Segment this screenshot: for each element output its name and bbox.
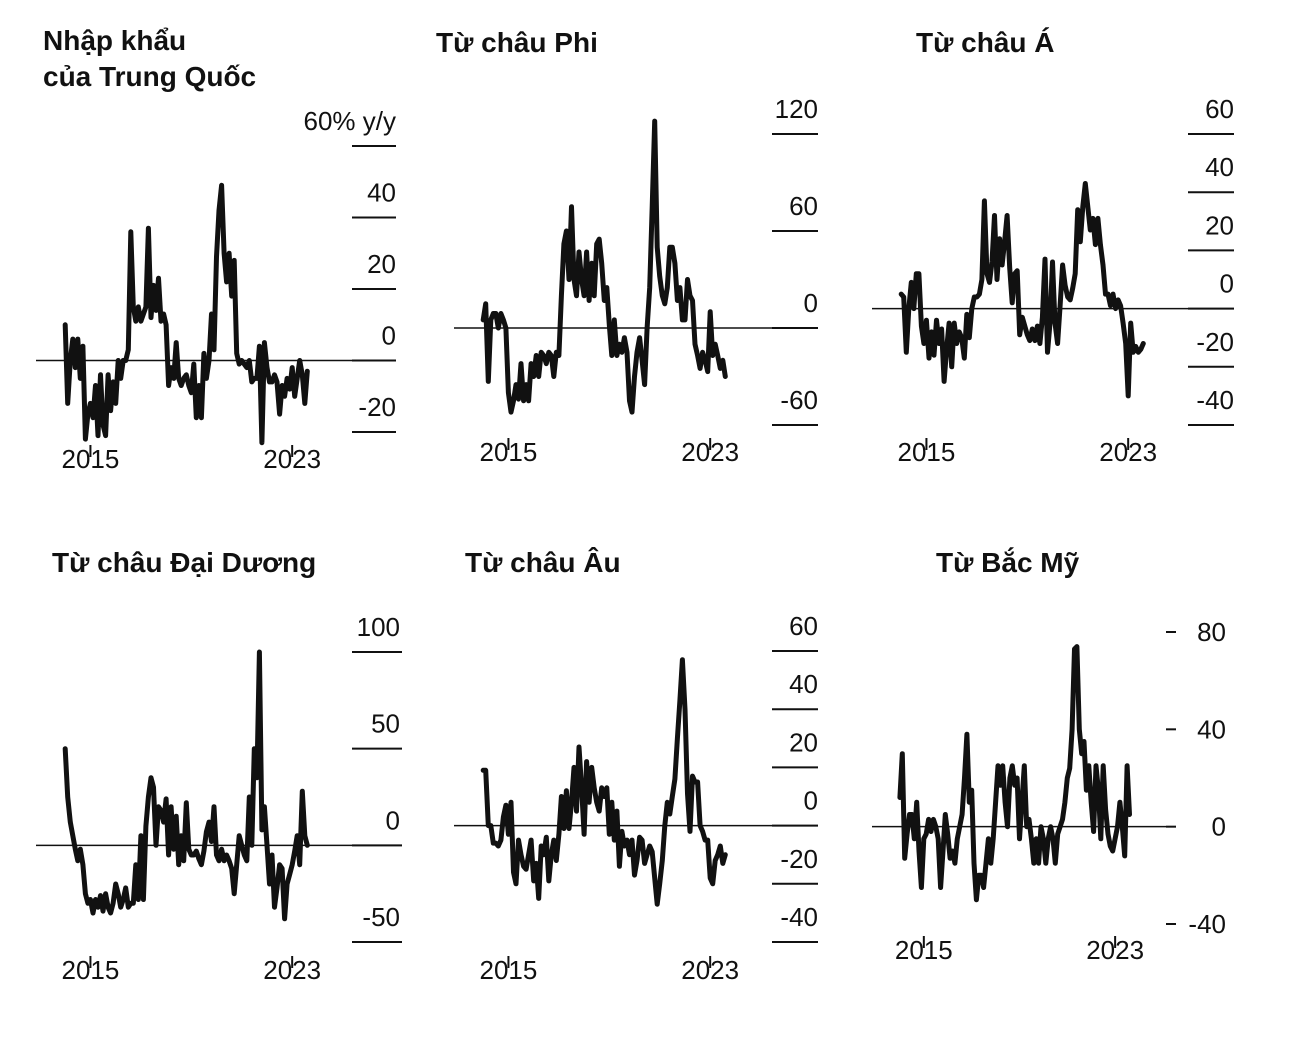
chart-title-line: Nhập khẩu <box>43 25 186 56</box>
y-tick-label: 0 <box>1212 812 1226 842</box>
y-tick-label: 50 <box>371 709 400 739</box>
chart-svg-africa: Từ châu Phi 120 60 0 -60 2015 2023 <box>436 27 818 467</box>
y-tick-label: 0 <box>804 288 818 318</box>
x-tick-label: 2023 <box>1086 935 1144 965</box>
series-line <box>480 657 728 907</box>
chart-panel-asia: Từ châu Á 60 40 20 0 -20 -40 2015 2023 <box>836 0 1256 510</box>
series-line <box>897 644 1132 903</box>
chart-svg-north-america: Từ Bắc Mỹ 80 40 0 -40 2015 2023 <box>872 547 1226 965</box>
y-tick-label: 60 <box>789 191 818 221</box>
x-tick-label: 2015 <box>480 437 538 467</box>
chart-title-line: của Trung Quốc <box>43 61 256 92</box>
x-tick-label: 2023 <box>681 955 739 985</box>
y-tick-label: -40 <box>1188 909 1226 939</box>
chart-title-line: Từ châu Á <box>916 27 1055 58</box>
y-tick-label: -60 <box>780 385 818 415</box>
chart-svg-europe: Từ châu Âu 60 40 20 0 -20 -40 2015 2023 <box>454 547 818 985</box>
y-tick-label: -40 <box>1196 385 1234 415</box>
y-tick-label: 20 <box>789 727 818 757</box>
x-tick-label: 2023 <box>263 955 321 985</box>
y-tick-label: 0 <box>804 786 818 816</box>
x-tick-label: 2015 <box>895 935 953 965</box>
y-tick-label: 0 <box>1220 269 1234 299</box>
x-tick-label: 2023 <box>1099 437 1157 467</box>
y-tick-label: 100 <box>357 612 400 642</box>
series-line <box>62 649 310 922</box>
series-line <box>480 118 728 415</box>
y-tick-label: 40 <box>367 178 396 208</box>
x-tick-label: 2015 <box>480 955 538 985</box>
chart-panel-europe: Từ châu Âu 60 40 20 0 -20 -40 2015 2023 <box>418 520 838 1030</box>
chart-title-line: Từ Bắc Mỹ <box>936 547 1080 578</box>
chart-title-line: Từ châu Âu <box>465 547 621 578</box>
y-tick-label: 0 <box>386 805 400 835</box>
series-line <box>62 182 310 446</box>
chart-panel-africa: Từ châu Phi 120 60 0 -60 2015 2023 <box>418 0 838 510</box>
chart-panel-north-america: Từ Bắc Mỹ 80 40 0 -40 2015 2023 <box>836 520 1256 1030</box>
x-tick-label: 2023 <box>263 444 321 474</box>
x-tick-label: 2015 <box>62 444 120 474</box>
y-tick-label: -20 <box>780 844 818 874</box>
chart-title-line: Từ châu Phi <box>436 27 598 58</box>
y-tick-label: 20 <box>367 249 396 279</box>
x-tick-label: 2015 <box>62 955 120 985</box>
y-tick-label: 80 <box>1197 617 1226 647</box>
y-tick-label: -50 <box>362 902 400 932</box>
x-tick-label: 2015 <box>898 437 956 467</box>
y-tick-label: 60 <box>1205 94 1234 124</box>
x-tick-label: 2023 <box>681 437 739 467</box>
y-tick-label: -40 <box>780 902 818 932</box>
y-tick-label: 40 <box>789 669 818 699</box>
y-tick-label: 120 <box>775 94 818 124</box>
chart-svg-oceania: Từ châu Đại Dương 100 50 0 -50 2015 2023 <box>36 547 402 985</box>
chart-svg-china-imports: Nhập khẩu của Trung Quốc 60% y/y 40 20 0 -20 20… <box>36 25 397 474</box>
chart-svg-asia: Từ châu Á 60 40 20 0 -20 -40 2015 2023 <box>872 27 1234 467</box>
y-tick-label: -20 <box>358 392 396 422</box>
chart-title-line: Từ châu Đại Dương <box>52 547 316 578</box>
series-line <box>898 181 1146 399</box>
chart-panel-oceania: Từ châu Đại Dương 100 50 0 -50 2015 2023 <box>0 520 420 1030</box>
y-tick-label: 20 <box>1205 210 1234 240</box>
y-tick-label: 0 <box>382 321 396 351</box>
y-tick-label: 40 <box>1205 152 1234 182</box>
y-tick-label: 60 <box>789 611 818 641</box>
chart-panel-china-imports: Nhập khẩu của Trung Quốc 60% y/y 40 20 0 -20 20… <box>0 0 420 510</box>
y-tick-label: 60% y/y <box>304 106 397 136</box>
y-tick-label: 40 <box>1197 714 1226 744</box>
y-tick-label: -20 <box>1196 327 1234 357</box>
